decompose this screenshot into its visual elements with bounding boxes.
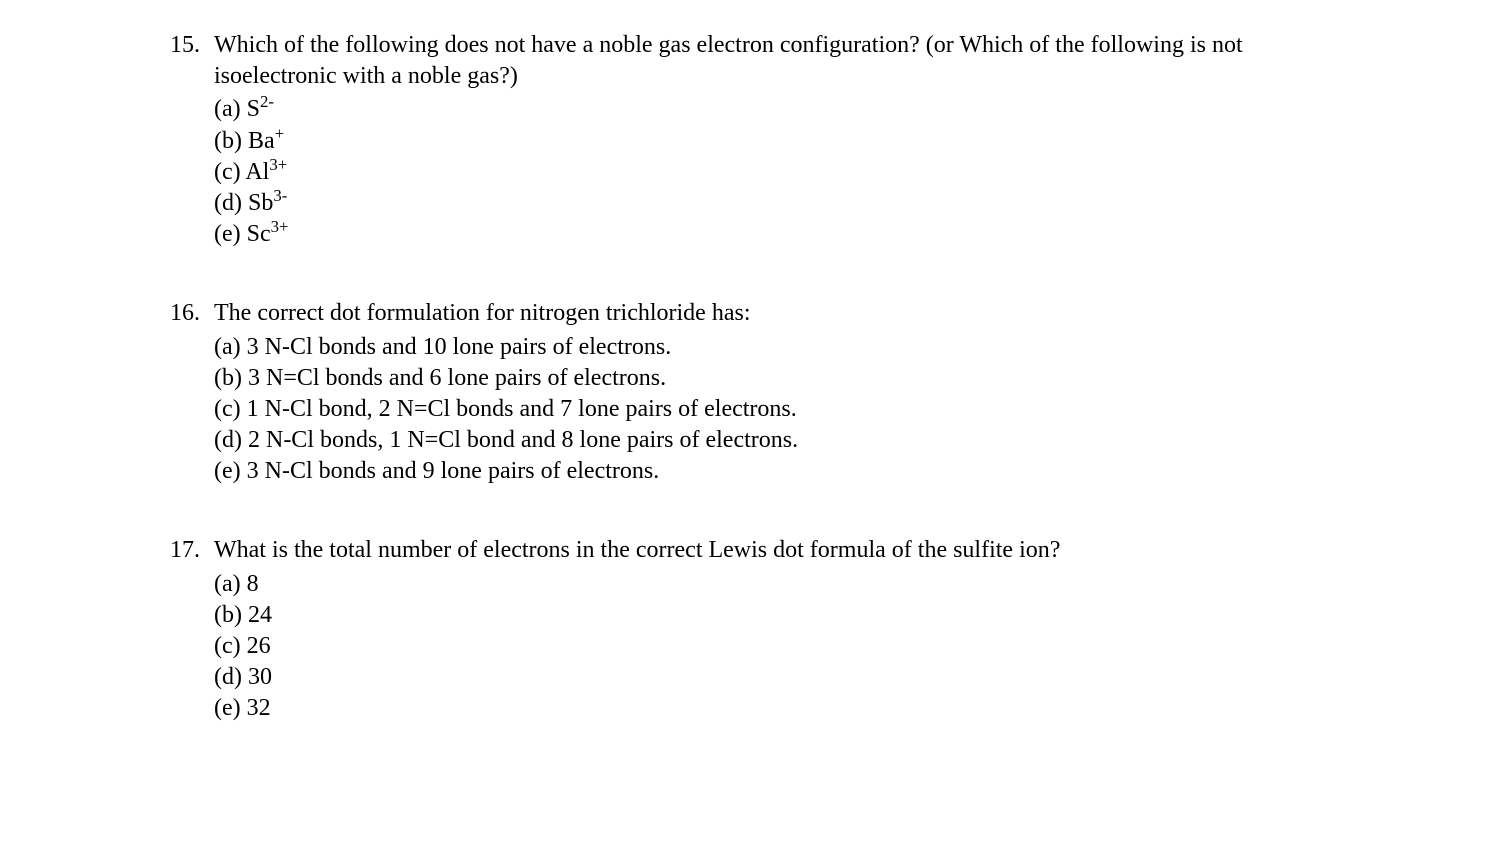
option-label: (b) (214, 365, 248, 391)
option-label: (d) (214, 190, 248, 216)
option-item: (b) Ba+ (214, 126, 1332, 157)
option-label: (b) (214, 602, 248, 628)
question-block: 16.The correct dot formulation for nitro… (170, 298, 1332, 487)
option-label: (c) (214, 396, 247, 422)
option-text: S2- (247, 96, 274, 122)
option-text: 32 (247, 695, 271, 721)
option-item: (a) S2- (214, 94, 1332, 125)
option-text: 3 N=Cl bonds and 6 lone pairs of electro… (248, 365, 666, 391)
option-text: 3 N-Cl bonds and 10 lone pairs of electr… (247, 334, 672, 360)
option-label: (b) (214, 128, 248, 154)
option-item: (b) 3 N=Cl bonds and 6 lone pairs of ele… (214, 363, 1332, 394)
question-prompt: Which of the following does not have a n… (214, 30, 1332, 92)
question-text: 15.Which of the following does not have … (170, 30, 1332, 92)
option-item: (c) 1 N-Cl bond, 2 N=Cl bonds and 7 lone… (214, 394, 1332, 425)
option-item: (b) 24 (214, 600, 1332, 631)
option-label: (d) (214, 427, 248, 453)
option-label: (a) (214, 334, 247, 360)
option-text: 2 N-Cl bonds, 1 N=Cl bond and 8 lone pai… (248, 427, 798, 453)
option-text: 24 (248, 602, 272, 628)
question-number: 15. (170, 30, 214, 61)
options-list: (a) 8(b) 24(c) 26(d) 30(e) 32 (214, 569, 1332, 725)
document-content: 15.Which of the following does not have … (170, 30, 1332, 725)
question-number: 17. (170, 535, 214, 566)
question-text: 17.What is the total number of electrons… (170, 535, 1332, 566)
option-text: Ba+ (248, 128, 284, 154)
option-label: (e) (214, 458, 247, 484)
option-text: Sb3- (248, 190, 287, 216)
option-item: (c) Al3+ (214, 157, 1332, 188)
question-prompt: What is the total number of electrons in… (214, 535, 1332, 566)
option-item: (e) 32 (214, 693, 1332, 724)
option-text: 3 N-Cl bonds and 9 lone pairs of electro… (247, 458, 660, 484)
options-list: (a) 3 N-Cl bonds and 10 lone pairs of el… (214, 332, 1332, 488)
option-label: (a) (214, 96, 247, 122)
option-text: 1 N-Cl bond, 2 N=Cl bonds and 7 lone pai… (247, 396, 797, 422)
option-text: 8 (247, 571, 259, 597)
option-label: (e) (214, 221, 247, 247)
option-item: (d) Sb3- (214, 188, 1332, 219)
option-item: (e) Sc3+ (214, 219, 1332, 250)
option-label: (a) (214, 571, 247, 597)
option-label: (d) (214, 664, 248, 690)
option-item: (d) 30 (214, 662, 1332, 693)
option-item: (d) 2 N-Cl bonds, 1 N=Cl bond and 8 lone… (214, 425, 1332, 456)
option-item: (c) 26 (214, 631, 1332, 662)
option-label: (e) (214, 695, 247, 721)
option-text: Al3+ (245, 159, 287, 185)
option-label: (c) (214, 159, 245, 185)
question-prompt: The correct dot formulation for nitrogen… (214, 298, 1332, 329)
options-list: (a) S2-(b) Ba+(c) Al3+(d) Sb3-(e) Sc3+ (214, 94, 1332, 250)
option-item: (e) 3 N-Cl bonds and 9 lone pairs of ele… (214, 456, 1332, 487)
option-text: Sc3+ (247, 221, 289, 247)
option-text: 30 (248, 664, 272, 690)
option-item: (a) 8 (214, 569, 1332, 600)
option-item: (a) 3 N-Cl bonds and 10 lone pairs of el… (214, 332, 1332, 363)
question-block: 17.What is the total number of electrons… (170, 535, 1332, 724)
question-text: 16.The correct dot formulation for nitro… (170, 298, 1332, 329)
option-text: 26 (247, 633, 271, 659)
option-label: (c) (214, 633, 247, 659)
question-block: 15.Which of the following does not have … (170, 30, 1332, 250)
question-number: 16. (170, 298, 214, 329)
